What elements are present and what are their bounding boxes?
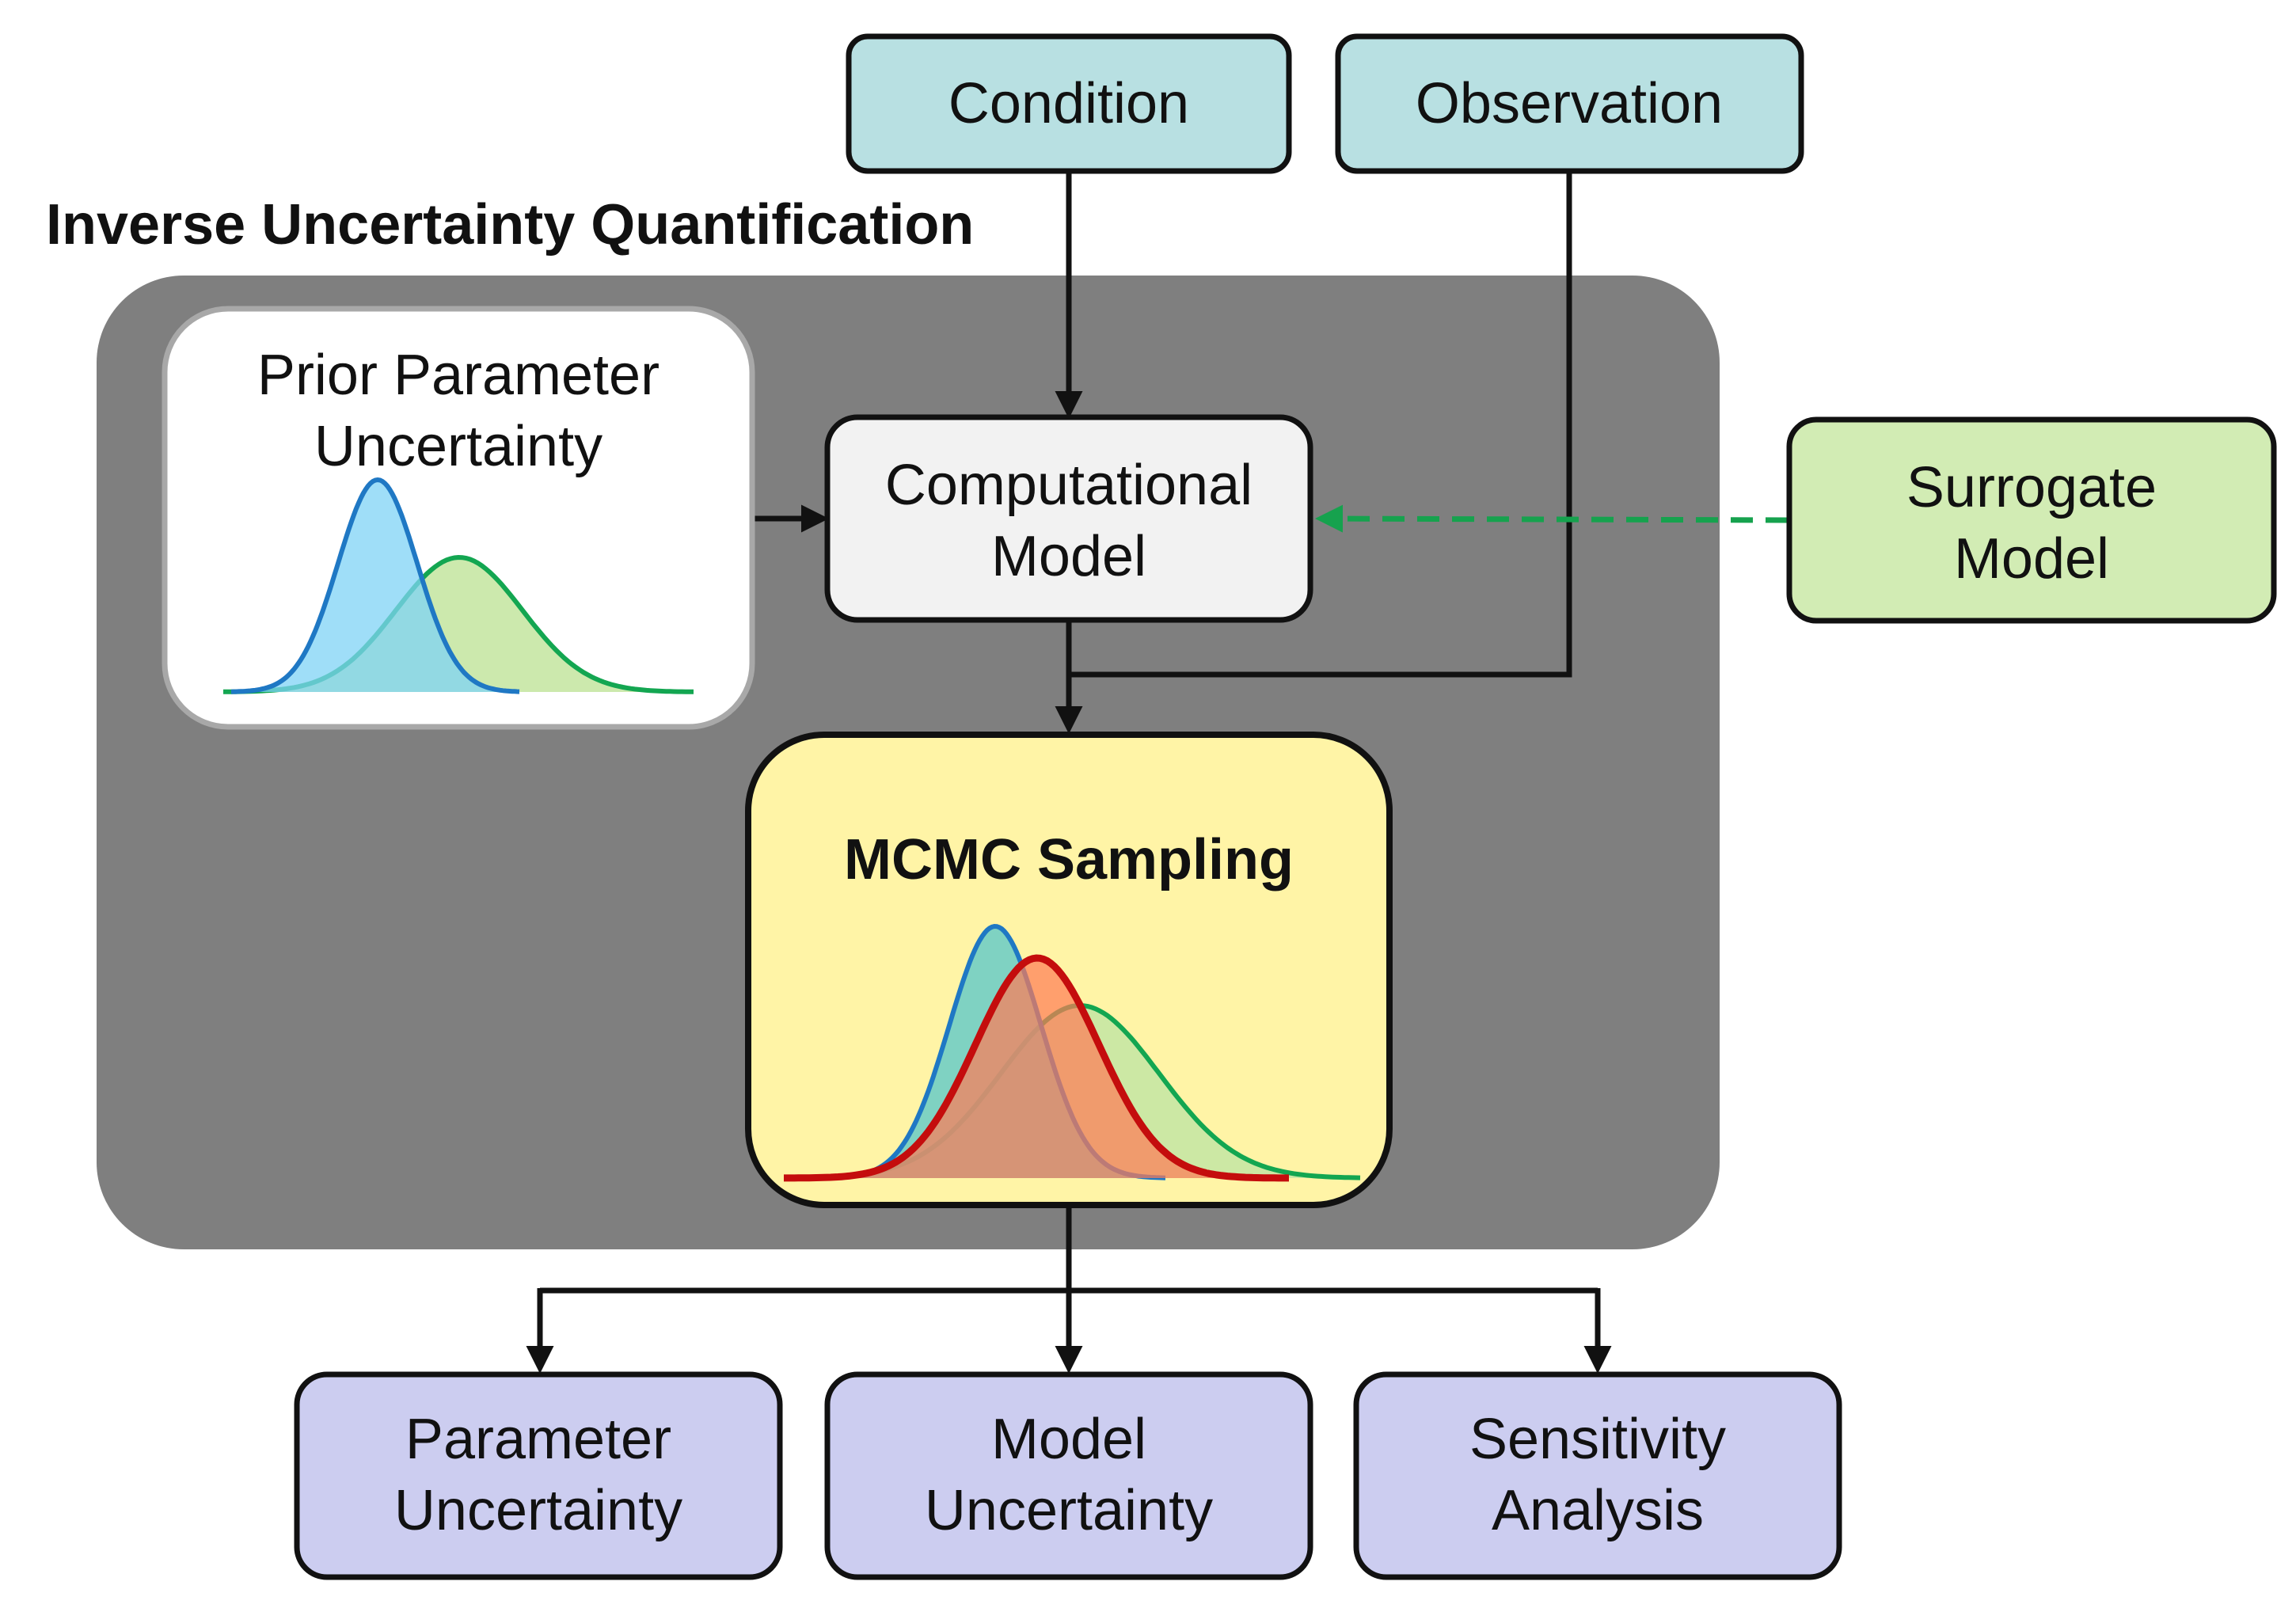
- computational-model-box: Computational Model: [824, 414, 1313, 623]
- parameter-uncertainty-box: Parameter Uncertainty: [294, 1371, 783, 1580]
- prior-blue-curve-line: [230, 477, 520, 694]
- line-observation-to-merge: [1069, 171, 1572, 678]
- observation-box: Observation: [1335, 33, 1804, 174]
- mcmc-red-curve-fill: [784, 958, 1289, 1178]
- sensitivity-analysis-line2: Analysis: [1492, 1479, 1704, 1542]
- arrow-surrogate-to-computational: [1315, 504, 1789, 533]
- prior-label-line1: Prior Parameter: [257, 344, 660, 407]
- mcmc-red-curve-line: [784, 954, 1289, 1182]
- condition-label: Condition: [948, 72, 1189, 135]
- surrogate-model-box: Surrogate Model: [1786, 416, 2277, 624]
- sensitivity-analysis-box: Sensitivity Analysis: [1353, 1371, 1842, 1580]
- prior-label-line2: Uncertainty: [314, 415, 603, 478]
- prior-blue-curve-fill: [231, 480, 519, 692]
- model-uncertainty-line1: Model: [991, 1408, 1146, 1471]
- parameter-uncertainty-line2: Uncertainty: [394, 1479, 682, 1542]
- prior-distribution-curves: [223, 477, 694, 694]
- sensitivity-analysis-line1: Sensitivity: [1469, 1408, 1726, 1471]
- surrogate-label-line2: Model: [1954, 527, 2109, 591]
- computational-label-line1: Computational: [885, 454, 1253, 517]
- mcmc-distribution-curves: [784, 923, 1361, 1182]
- condition-box: Condition: [846, 33, 1292, 174]
- prior-green-curve-fill: [223, 557, 694, 692]
- observation-label: Observation: [1416, 72, 1723, 135]
- mcmc-label: MCMC Sampling: [844, 828, 1294, 891]
- prior-parameter-box: Prior Parameter Uncertainty: [162, 306, 755, 730]
- connectors: [526, 171, 1612, 1374]
- diagram-title: Inverse Uncertainty Quantification: [46, 193, 974, 257]
- model-uncertainty-line2: Uncertainty: [925, 1479, 1213, 1542]
- model-uncertainty-box: Model Uncertainty: [824, 1371, 1313, 1580]
- parameter-uncertainty-line1: Parameter: [405, 1408, 671, 1471]
- surrogate-label-line1: Surrogate: [1906, 456, 2157, 519]
- mcmc-sampling-box: MCMC Sampling: [745, 732, 1393, 1208]
- computational-label-line2: Model: [991, 525, 1146, 588]
